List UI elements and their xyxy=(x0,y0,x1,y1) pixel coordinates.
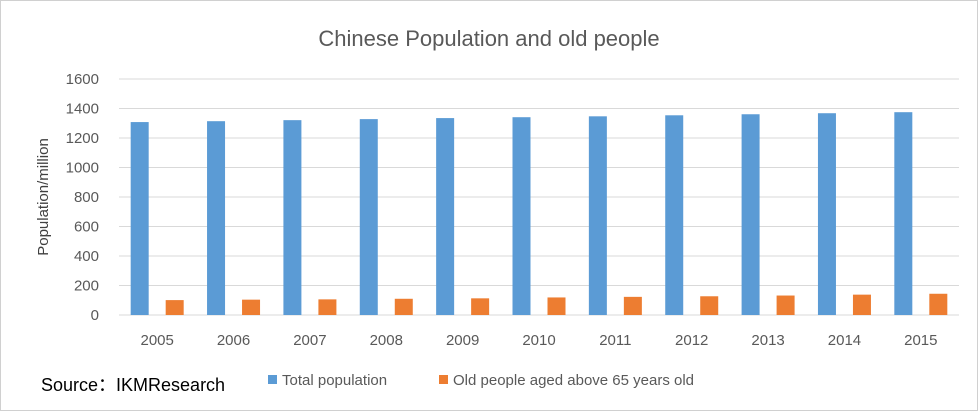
y-tick-label: 1200 xyxy=(66,130,99,147)
bar-old-people xyxy=(929,293,948,315)
x-tick-label: 2010 xyxy=(522,332,555,349)
x-tick-label: 2009 xyxy=(446,332,479,349)
x-tick-label: 2005 xyxy=(140,332,173,349)
bar-total-population xyxy=(741,114,760,315)
bar-total-population xyxy=(512,117,531,315)
bar-old-people xyxy=(700,296,719,315)
bar-total-population xyxy=(894,112,913,315)
x-tick-label: 2015 xyxy=(904,332,937,349)
bar-old-people xyxy=(471,298,490,315)
bar-total-population xyxy=(817,113,836,315)
x-tick-label: 2008 xyxy=(370,332,403,349)
bar-old-people xyxy=(242,299,261,315)
bar-total-population xyxy=(588,116,607,315)
source-note: Source：IKMResearch xyxy=(41,375,225,395)
x-tick-label: 2011 xyxy=(599,332,631,349)
x-tick-label: 2014 xyxy=(828,332,861,349)
x-tick-label: 2012 xyxy=(675,332,708,349)
gridlines xyxy=(119,78,959,316)
bar-total-population xyxy=(436,118,455,316)
bar-old-people xyxy=(165,300,184,315)
legend-label: Old people aged above 65 years old xyxy=(453,372,694,389)
y-tick-label: 800 xyxy=(74,189,99,206)
y-axis-label: Population/million xyxy=(35,138,52,256)
y-tick-label: 1600 xyxy=(66,71,99,88)
bar-total-population xyxy=(207,121,226,315)
legend-swatch xyxy=(268,375,277,384)
y-axis-ticks: 0 200 400 600 800 1000 1200 1400 1600 xyxy=(66,71,99,324)
x-tick-label: 2006 xyxy=(217,332,250,349)
x-tick-label: 2007 xyxy=(293,332,326,349)
bar-old-people xyxy=(394,298,413,315)
y-tick-label: 0 xyxy=(91,307,99,324)
chart-title: Chinese Population and old people xyxy=(318,26,659,51)
bar-old-people xyxy=(852,294,871,315)
legend-label: Total population xyxy=(282,372,387,389)
y-tick-label: 1000 xyxy=(66,160,99,177)
bar-old-people xyxy=(318,299,337,315)
bar-old-people xyxy=(547,297,566,315)
bar-old-people xyxy=(776,295,795,315)
bar-total-population xyxy=(359,119,378,316)
x-tick-label: 2013 xyxy=(751,332,784,349)
bar-total-population xyxy=(130,122,149,315)
y-tick-label: 400 xyxy=(74,248,99,265)
y-tick-label: 1400 xyxy=(66,101,99,118)
bars xyxy=(130,112,948,316)
y-tick-label: 200 xyxy=(74,278,99,295)
x-axis-ticks: 2005 2006 2007 2008 2009 2010 2011 2012 2013 2014… xyxy=(140,332,937,349)
legend: Total population Old people aged above 65… xyxy=(268,372,694,389)
y-tick-label: 600 xyxy=(74,219,99,236)
bar-total-population xyxy=(283,120,302,315)
legend-swatch xyxy=(439,375,448,384)
bar-old-people xyxy=(623,296,642,315)
bar-total-population xyxy=(665,115,684,315)
